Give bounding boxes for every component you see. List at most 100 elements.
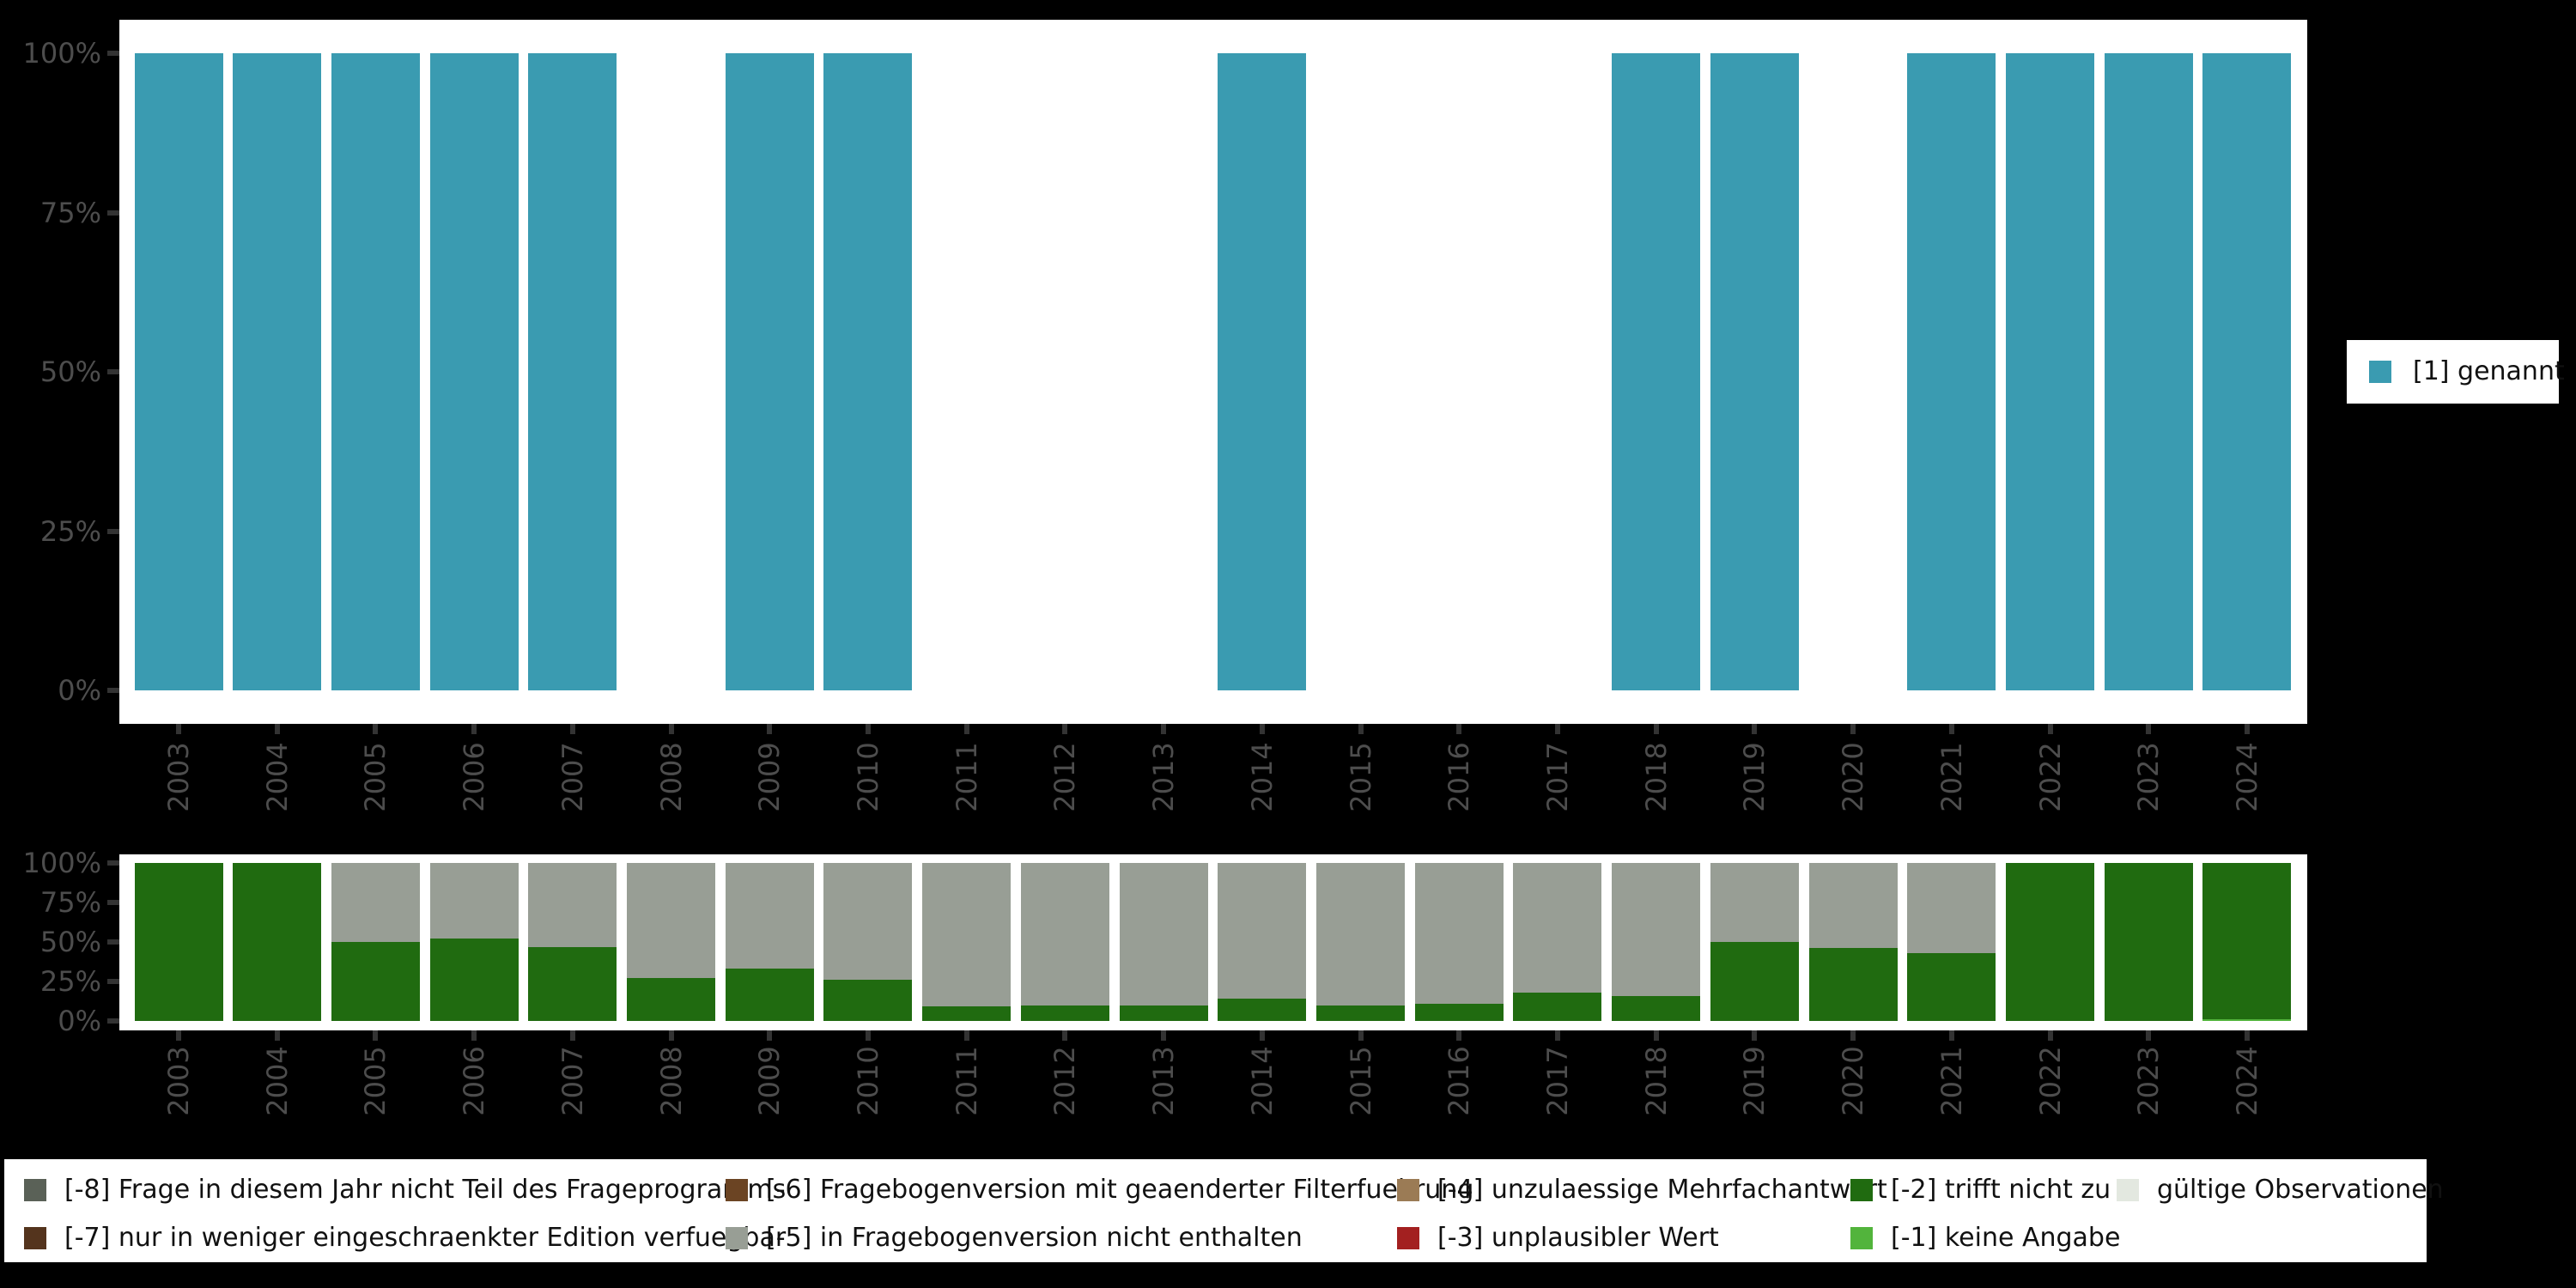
bottom-bar-2006-[-5] in Fragebogenversion nicht enthalten (429, 863, 519, 939)
bottom-x-tick-2012 (1062, 1030, 1068, 1041)
bottom-x-tick-2015 (1358, 1030, 1364, 1041)
top-x-label-2022: 2022 (2033, 742, 2067, 812)
top-x-tick-2022 (2047, 724, 2053, 734)
bottom-x-tick-2022 (2047, 1030, 2053, 1041)
top-bar-2010 (823, 53, 913, 690)
top-x-tick-2012 (1062, 724, 1068, 734)
top-y-tick-0% (107, 688, 119, 693)
top-x-tick-2015 (1358, 724, 1364, 734)
bottom-bar-2018-[-5] in Fragebogenversion nicht enthalten (1612, 863, 1701, 996)
bottom-x-label-2017: 2017 (1540, 1046, 1574, 1116)
bottom-bar-2013-[-5] in Fragebogenversion nicht enthalten (1119, 863, 1208, 1005)
bottom-x-label-2021: 2021 (1935, 1046, 1968, 1116)
bottom-x-tick-2007 (569, 1030, 575, 1041)
bottom-bar-2024-[-2] trifft nicht zu (2202, 863, 2292, 1020)
bottom-y-label-75%: 75% (39, 886, 101, 919)
bottom-x-tick-2021 (1948, 1030, 1954, 1041)
top-x-label-2019: 2019 (1738, 742, 1771, 812)
top-x-tick-2019 (1752, 724, 1758, 734)
top-y-tick-50% (107, 369, 119, 374)
bottom-bar-2010-[-2] trifft nicht zu (823, 980, 913, 1021)
top-x-label-2011: 2011 (950, 742, 983, 812)
bottom-y-label-25%: 25% (39, 965, 101, 998)
legend-swatch-[-4] (1397, 1179, 1419, 1201)
bottom-x-tick-2010 (865, 1030, 871, 1041)
legend-label-[-1]: [-1] keine Angabe (1891, 1223, 2121, 1253)
top-x-tick-2024 (2244, 724, 2250, 734)
top-x-label-2013: 2013 (1147, 742, 1181, 812)
legend-swatch-[-2] (1850, 1179, 1873, 1201)
legend-swatch-[-1] (1850, 1227, 1873, 1249)
bottom-bar-2014-[-2] trifft nicht zu (1218, 999, 1307, 1021)
bottom-y-tick-0% (107, 1018, 119, 1024)
bottom-bar-2016-[-5] in Fragebogenversion nicht enthalten (1414, 863, 1504, 1004)
top-x-tick-2023 (2146, 724, 2152, 734)
top-y-label-75%: 75% (39, 196, 101, 229)
top-x-tick-2009 (767, 724, 773, 734)
bottom-x-tick-2008 (668, 1030, 674, 1041)
top-bar-2003 (134, 53, 223, 690)
top-bar-2021 (1907, 53, 1996, 690)
bottom-bar-2006-[-2] trifft nicht zu (429, 939, 519, 1021)
bottom-bar-2021-[-2] trifft nicht zu (1907, 952, 1996, 1021)
bottom-y-label-50%: 50% (39, 926, 101, 958)
top-x-label-2015: 2015 (1344, 742, 1377, 812)
bottom-x-label-2010: 2010 (851, 1046, 884, 1116)
top-x-label-2006: 2006 (458, 742, 491, 812)
bottom-x-label-2003: 2003 (162, 1046, 195, 1116)
legend-label-[-5]: [-5] in Fragebogenversion nicht enthalte… (766, 1223, 1303, 1253)
bottom-y-label-0%: 0% (58, 1005, 101, 1037)
legend-label-gült: gültige Observationen (2157, 1175, 2444, 1205)
top-y-label-50%: 50% (39, 355, 101, 388)
bottom-x-tick-2011 (963, 1030, 969, 1041)
bottom-x-tick-2019 (1752, 1030, 1758, 1041)
top-y-tick-75% (107, 210, 119, 216)
top-x-label-2023: 2023 (2132, 742, 2166, 812)
legend-swatch-[-5] (726, 1227, 748, 1249)
bottom-x-label-2006: 2006 (458, 1046, 491, 1116)
bottom-x-tick-2018 (1653, 1030, 1659, 1041)
top-x-tick-2006 (471, 724, 477, 734)
bottom-y-label-100%: 100% (22, 847, 101, 879)
bottom-x-tick-2006 (471, 1030, 477, 1041)
legend-swatch-[-6] (726, 1179, 748, 1201)
top-y-tick-25% (107, 528, 119, 534)
bottom-x-label-2020: 2020 (1837, 1046, 1870, 1116)
top-bar-2024 (2202, 53, 2292, 690)
legend-label-[-3]: [-3] unplausibler Wert (1437, 1223, 1719, 1253)
bottom-bar-2019-[-5] in Fragebogenversion nicht enthalten (1710, 863, 1799, 942)
bottom-x-tick-2003 (176, 1030, 181, 1041)
bottom-x-label-2004: 2004 (260, 1046, 294, 1116)
bottom-bar-2011-[-2] trifft nicht zu (922, 1006, 1012, 1021)
bottom-bar-2017-[-2] trifft nicht zu (1513, 992, 1602, 1021)
bottom-x-label-2008: 2008 (654, 1046, 688, 1116)
top-bar-2004 (233, 53, 322, 690)
bottom-bar-2015-[-2] trifft nicht zu (1316, 1005, 1406, 1021)
top-x-label-2008: 2008 (654, 742, 688, 812)
top-bar-2023 (2104, 53, 2193, 690)
bottom-x-label-2014: 2014 (1245, 1046, 1279, 1116)
bottom-x-label-2011: 2011 (950, 1046, 983, 1116)
bottom-bar-2013-[-2] trifft nicht zu (1119, 1005, 1208, 1021)
top-bar-2007 (528, 53, 617, 690)
bottom-x-tick-2014 (1259, 1030, 1265, 1041)
bottom-bar-2022-[-2] trifft nicht zu (2006, 863, 2095, 1021)
top-x-tick-2011 (963, 724, 969, 734)
top-x-label-2020: 2020 (1837, 742, 1870, 812)
legend-label-[-8]: [-8] Frage in diesem Jahr nicht Teil des… (64, 1175, 787, 1205)
top-x-label-2012: 2012 (1048, 742, 1082, 812)
bottom-x-tick-2004 (274, 1030, 280, 1041)
top-bar-2019 (1710, 53, 1799, 690)
bottom-bar-2008-[-5] in Fragebogenversion nicht enthalten (627, 863, 716, 979)
legend-label-[-7]: [-7] nur in weniger eingeschraenkter Edi… (64, 1223, 787, 1253)
top-x-label-2024: 2024 (2230, 742, 2263, 812)
top-x-label-2021: 2021 (1935, 742, 1968, 812)
bottom-bar-2005-[-5] in Fragebogenversion nicht enthalten (331, 863, 420, 942)
top-x-tick-2016 (1456, 724, 1462, 734)
top-x-tick-2004 (274, 724, 280, 734)
top-x-tick-2008 (668, 724, 674, 734)
bottom-bar-2015-[-5] in Fragebogenversion nicht enthalten (1316, 863, 1406, 1005)
legend-label-1-genannt: [1] genannt (2413, 356, 2565, 386)
bottom-bar-2004-[-2] trifft nicht zu (233, 863, 322, 1021)
